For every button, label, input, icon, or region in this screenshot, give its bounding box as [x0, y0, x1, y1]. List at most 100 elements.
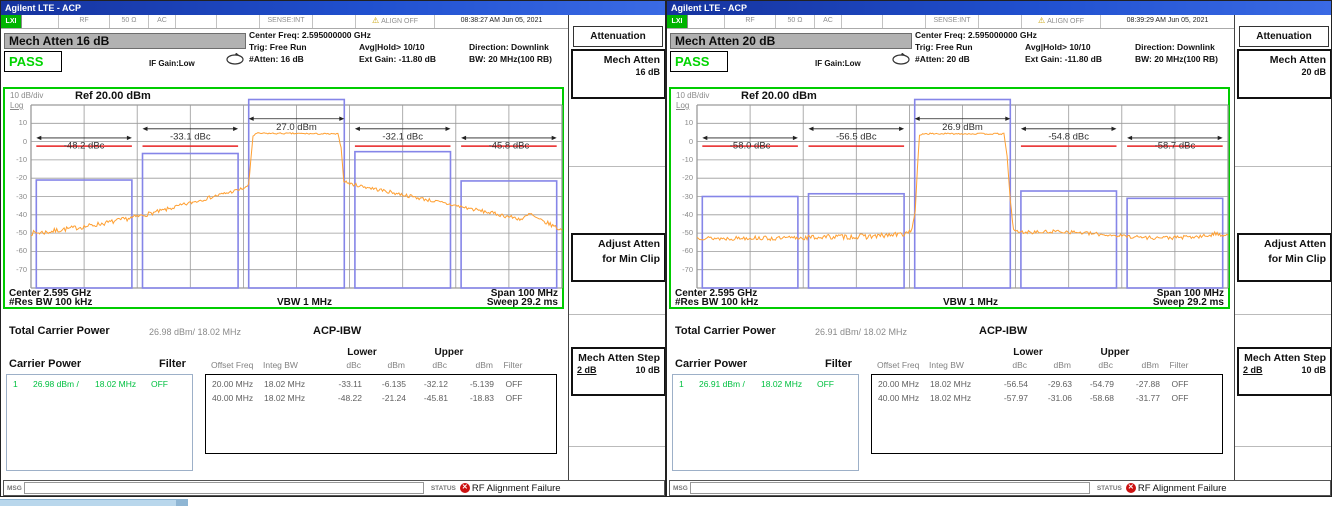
warning-icon: ⚠ — [1038, 16, 1045, 25]
softkey-adjust-atten[interactable]: Adjust Atten for Min Clip — [1237, 233, 1332, 282]
col-header: dBm — [1027, 360, 1071, 370]
datetime: 08:38:27 AM Jun 05, 2021 — [435, 15, 568, 28]
scale-label: 10 dB/div — [676, 91, 709, 100]
total-carrier-power-label: Total Carrier Power — [9, 325, 110, 337]
offset-cell: -32.12 — [406, 378, 448, 392]
strip-spacer — [979, 15, 1022, 28]
analyzer-window-16db: Agilent LTE - ACP LXI RF 50 Ω AC SENSE:I… — [0, 0, 666, 497]
sense-indicator: SENSE:INT — [260, 15, 313, 28]
menu-separator — [569, 446, 666, 447]
svg-text:-33.1 dBc: -33.1 dBc — [170, 131, 211, 142]
menu-separator — [1235, 314, 1332, 315]
col-header: dBm — [447, 360, 493, 370]
spacer — [493, 347, 533, 358]
softkey-value: 16 dB — [573, 66, 664, 77]
window-titlebar[interactable]: Agilent LTE - ACP — [1, 1, 665, 15]
softkey-label: Mech Atten — [1239, 51, 1330, 66]
align-indicator: ⚠ALIGN OFF — [356, 15, 435, 28]
softkey-label: Mech Atten Step — [1239, 349, 1330, 364]
offset-cell: -27.88 — [1114, 378, 1160, 392]
offset-cell: 18.02 MHz — [930, 378, 986, 392]
softkey-menu: Attenuation Mech Atten 20 dB Adjust Atte… — [1234, 15, 1332, 480]
offset-cell: -54.79 — [1072, 378, 1114, 392]
upper-group-header: Upper — [405, 347, 493, 358]
col-header: Integ BW — [263, 360, 319, 370]
y-axis-label: -20 — [682, 174, 693, 182]
spacer — [877, 347, 985, 358]
offset-table: 20.00 MHz18.02 MHz-56.54-29.63-54.79-27.… — [871, 374, 1223, 454]
impedance-indicator: 50 Ω — [110, 15, 149, 28]
carrier-table: 1 26.98 dBm / 18.02 MHz OFF — [6, 374, 193, 471]
lower-group-header: Lower — [985, 347, 1071, 358]
offset-row: 20.00 MHz18.02 MHz-56.54-29.63-54.79-27.… — [878, 378, 1222, 392]
col-header: dBm — [1113, 360, 1159, 370]
y-axis-label: -10 — [682, 156, 693, 164]
spacer — [1159, 347, 1199, 358]
spectrum-plot: -48.2 dBc-33.1 dBc27.0 dBm-32.1 dBc-45.8… — [31, 105, 562, 288]
ref-level-label: Ref 20.00 dBm — [741, 90, 817, 102]
offset-cell: -48.22 — [320, 392, 362, 406]
step-alt[interactable]: 10 dB — [635, 365, 660, 375]
status-label: STATUS — [1097, 485, 1122, 492]
softkey-mech-atten-step[interactable]: Mech Atten Step 2 dB 10 dB — [1237, 347, 1332, 396]
window-titlebar[interactable]: Agilent LTE - ACP — [667, 1, 1331, 15]
y-axis-label: -70 — [16, 266, 27, 274]
softkey-adjust-atten[interactable]: Adjust Atten for Min Clip — [571, 233, 666, 282]
acp-ibw-label: ACP-IBW — [313, 325, 361, 337]
svg-text:26.9 dBm: 26.9 dBm — [942, 122, 983, 133]
acp-ibw-label: ACP-IBW — [979, 325, 1027, 337]
svg-text:-58.0 dBc: -58.0 dBc — [730, 140, 771, 151]
offset-cell: 18.02 MHz — [264, 378, 320, 392]
col-header: dBc — [985, 360, 1027, 370]
softkey-label: Adjust Atten — [573, 235, 664, 250]
col-header: Integ BW — [929, 360, 985, 370]
sweep-readout: Sweep 29.2 ms — [1153, 297, 1224, 308]
carrier-bw: 18.02 MHz — [761, 378, 817, 390]
step-selected[interactable]: 2 dB — [1243, 365, 1263, 375]
col-header: dBm — [361, 360, 405, 370]
offset-cell: OFF — [1160, 392, 1200, 406]
step-selected[interactable]: 2 dB — [577, 365, 597, 375]
center-freq-label: Center Freq: 2.595000000 GHz — [915, 30, 1037, 40]
offset-cell: OFF — [494, 392, 534, 406]
svg-text:-54.8 dBc: -54.8 dBc — [1048, 131, 1089, 142]
offset-cell: -31.77 — [1114, 392, 1160, 406]
softkey-mech-atten[interactable]: Mech Atten 16 dB — [571, 49, 666, 99]
atten-label: #Atten: 20 dB — [915, 54, 970, 64]
svg-text:-56.5 dBc: -56.5 dBc — [836, 131, 877, 142]
rf-indicator: RF — [725, 15, 776, 28]
offset-cell: 18.02 MHz — [930, 392, 986, 406]
if-gain-label: IF Gain:Low — [149, 59, 195, 68]
scale-label: 10 dB/div — [10, 91, 43, 100]
total-carrier-power-label: Total Carrier Power — [675, 325, 776, 337]
col-header: dBc — [405, 360, 447, 370]
softkey-mech-atten[interactable]: Mech Atten 20 dB — [1237, 49, 1332, 99]
offset-row: 20.00 MHz18.02 MHz-33.11-6.135-32.12-5.1… — [212, 378, 556, 392]
carrier-filter: OFF — [817, 378, 847, 390]
direction-label: Direction: Downlink — [1135, 42, 1215, 52]
spectrum-plot-area: -58.0 dBc -56.5 dBc 26.9 dBm -54.8 dBc -58.7… — [697, 105, 1228, 288]
y-axis-label: -60 — [16, 247, 27, 255]
menu-title: Attenuation — [573, 26, 663, 47]
offset-cell: 18.02 MHz — [264, 392, 320, 406]
carrier-row: 1 26.98 dBm / 18.02 MHz OFF — [13, 378, 192, 390]
coupling-indicator: AC — [149, 15, 176, 28]
upper-group-header: Upper — [1071, 347, 1159, 358]
y-axis-label: 10 — [685, 119, 693, 127]
softkey-label: for Min Clip — [573, 250, 664, 265]
offset-table: 20.00 MHz18.02 MHz-33.11-6.135-32.12-5.1… — [205, 374, 557, 454]
softkey-value: 20 dB — [1239, 66, 1330, 77]
align-label: ALIGN OFF — [381, 18, 418, 25]
spectrum-plot-area: -48.2 dBc-33.1 dBc27.0 dBm-32.1 dBc-45.8… — [31, 105, 562, 288]
step-alt[interactable]: 10 dB — [1301, 365, 1326, 375]
offset-cell: OFF — [1160, 378, 1200, 392]
softkey-mech-atten-step[interactable]: Mech Atten Step 2 dB10 dB — [571, 347, 666, 396]
bw-label: BW: 20 MHz(100 RB) — [1135, 54, 1218, 64]
svg-text:-58.7 dBc: -58.7 dBc — [1155, 140, 1196, 151]
y-axis-labels: 100-10-20-30-40-50-60-70 — [673, 105, 695, 288]
res-bw-readout: #Res BW 100 kHz — [675, 297, 758, 308]
sense-indicator: SENSE:INT — [926, 15, 979, 28]
direction-label: Direction: Downlink — [469, 42, 549, 52]
carrier-filter-header: Filter — [159, 358, 186, 370]
svg-text:27.0 dBm: 27.0 dBm — [276, 122, 317, 133]
